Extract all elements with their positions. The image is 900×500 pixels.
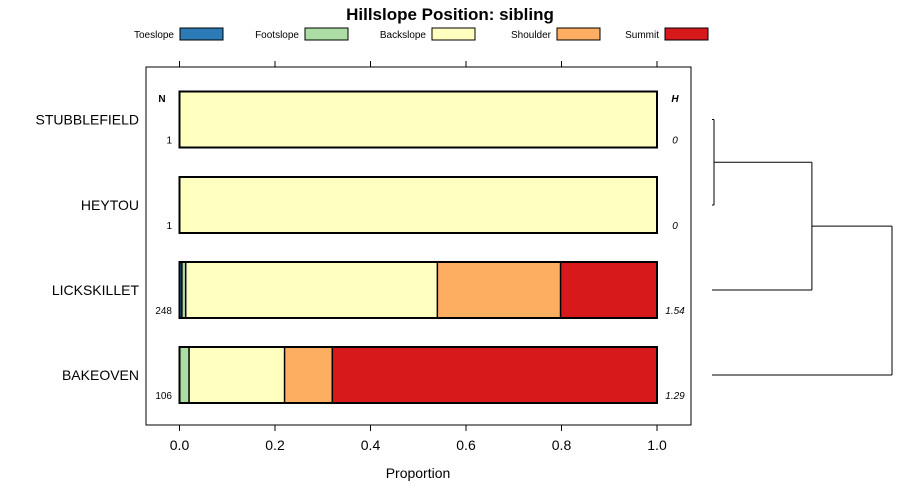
x-tick-label-2: 0.4: [361, 437, 381, 453]
x-tick-label-5: 1.0: [647, 437, 667, 453]
n-value-heytou: 1: [166, 221, 172, 232]
row-label-heytou: HEYTOU: [81, 197, 139, 213]
legend-label-toeslope: Toeslope: [134, 30, 174, 41]
bar-outline-lickskillet: [178, 261, 658, 319]
x-tick-label-3: 0.6: [456, 437, 476, 453]
x-tick-label-4: 0.8: [552, 437, 572, 453]
legend-label-shoulder: Shoulder: [511, 30, 552, 41]
h-value-heytou: 0: [672, 221, 678, 232]
n-header: N: [158, 94, 165, 105]
bar-segment-lickskillet-shoulder: [437, 262, 561, 318]
row-lickskillet: LICKSKILLET 248 1.54: [52, 261, 685, 319]
bar-segment-lickskillet-backslope: [185, 262, 438, 318]
bar-segment-lickskillet-toeslope: [179, 262, 182, 318]
dendrogram: [712, 119, 893, 376]
top-axis: [179, 61, 658, 67]
legend-swatch-shoulder: [556, 27, 601, 41]
x-axis: 0.0 0.2 0.4 0.6 0.8 1.0: [170, 425, 667, 453]
bar-segment-bakeoven-summit: [332, 347, 657, 403]
n-value-lickskillet: 248: [155, 306, 172, 317]
bar-segment-stubblefield-backslope: [179, 91, 657, 148]
row-label-stubblefield: STUBBLEFIELD: [36, 112, 139, 128]
chart-title: Hillslope Position: sibling: [346, 5, 554, 24]
bar-segment-bakeoven-backslope: [189, 347, 285, 403]
legend-label-summit: Summit: [625, 30, 659, 41]
h-value-stubblefield: 0: [672, 136, 678, 147]
bar-outline-stubblefield: [178, 90, 658, 149]
bar-outline-bakeoven: [178, 346, 658, 404]
x-tick-label-0: 0.0: [170, 437, 190, 453]
bar-rows: STUBBLEFIELD 1 0 HEYTOU 1 0 LICKSKILLET 248 1.54…: [36, 90, 685, 404]
bar-segment-bakeoven-footslope: [179, 347, 190, 403]
n-value-stubblefield: 1: [166, 136, 172, 147]
legend-label-backslope: Backslope: [380, 30, 427, 41]
legend-swatch-toeslope: [179, 27, 224, 41]
bar-outline-heytou: [178, 176, 658, 234]
bar-segment-lickskillet-footslope: [181, 262, 186, 318]
legend-swatch-footslope: [304, 27, 349, 41]
legend: Toeslope Footslope Backslope Shoulder Summit: [134, 27, 709, 41]
plot-frame: [145, 66, 692, 426]
h-value-bakeoven: 1.29: [665, 391, 685, 402]
row-label-lickskillet: LICKSKILLET: [52, 282, 140, 298]
x-axis-title: Proportion: [386, 465, 451, 481]
row-label-bakeoven: BAKEOVEN: [62, 367, 139, 383]
bar-segment-heytou-backslope: [179, 177, 657, 233]
row-stubblefield: STUBBLEFIELD 1 0: [36, 90, 678, 149]
legend-label-footslope: Footslope: [255, 30, 299, 41]
row-bakeoven: BAKEOVEN 106 1.29: [62, 346, 685, 404]
h-header: H: [671, 94, 679, 105]
n-value-bakeoven: 106: [155, 391, 172, 402]
x-tick-label-1: 0.2: [265, 437, 285, 453]
bar-segment-lickskillet-summit: [560, 262, 657, 318]
bar-segment-bakeoven-shoulder: [284, 347, 333, 403]
legend-swatch-backslope: [431, 27, 476, 41]
legend-swatch-summit: [664, 27, 709, 41]
h-value-lickskillet: 1.54: [665, 306, 685, 317]
row-heytou: HEYTOU 1 0: [81, 176, 678, 234]
